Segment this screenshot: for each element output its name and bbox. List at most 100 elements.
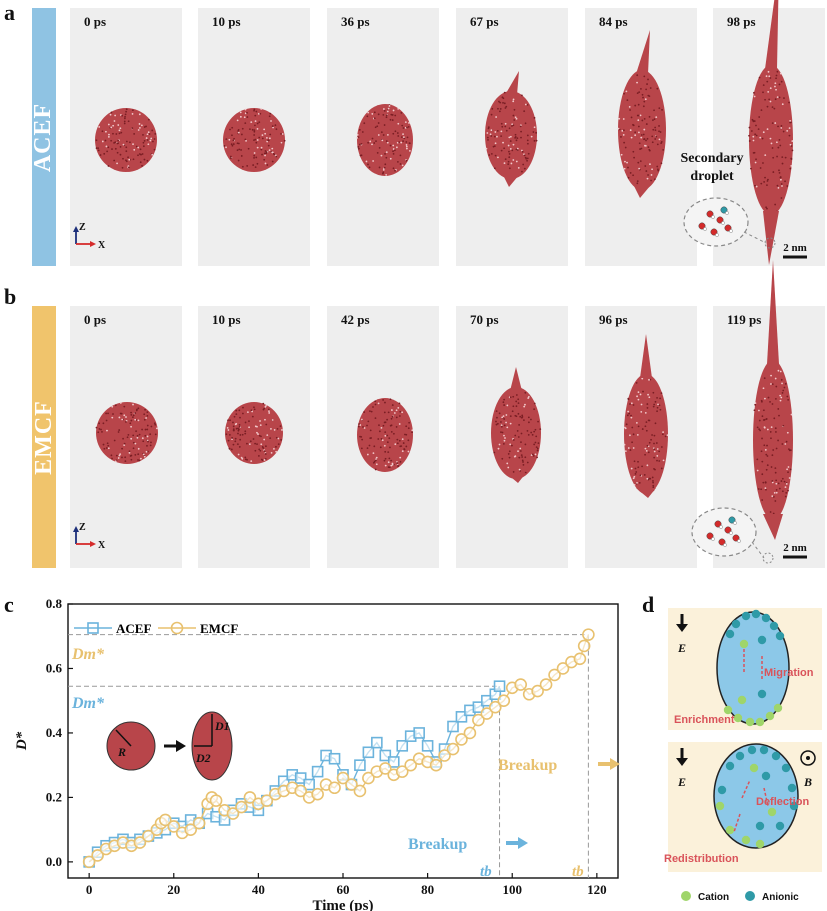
- secondary-droplet-callout-b: [691, 507, 774, 564]
- y-tick-label-2: 0.4: [46, 725, 63, 740]
- time-label-a-4: 84 ps: [599, 14, 628, 29]
- dm-emcf-label: Dm*: [71, 646, 105, 663]
- point-emcf-33: [345, 778, 358, 791]
- cation-d-top-ions-11: [745, 717, 755, 727]
- point-acef-27: [311, 765, 324, 778]
- point-emcf-35: [362, 771, 375, 785]
- y-tick-label-3: 0.6: [46, 660, 63, 675]
- anion-d-bottom-ions-5: [781, 763, 791, 773]
- breakup-acef-label: Breakup: [408, 836, 467, 853]
- point-emcf-34: [353, 784, 367, 798]
- cation-d-bottom-ions-16: [767, 807, 777, 817]
- cation-d-bottom-ions-13: [741, 835, 751, 845]
- anion-d-bottom-ions-7: [761, 771, 771, 781]
- droplet-b-1: [225, 402, 283, 464]
- anion-d-bottom-ions-0: [725, 761, 735, 771]
- cation-d-bottom-ions-9: [715, 801, 725, 811]
- point-emcf-40: [404, 758, 417, 772]
- panel-c-letter: c: [4, 592, 14, 617]
- point-acef-47: [481, 694, 493, 707]
- anion-d-bottom-ions-4: [771, 751, 781, 761]
- scale-bar-a: 2 nm: [783, 242, 807, 259]
- point-acef-46: [472, 701, 485, 713]
- anion-d-top-ions-1: [741, 611, 751, 621]
- scale-bar-b: 2 nm: [783, 542, 807, 559]
- point-emcf-47: [463, 726, 477, 740]
- anion-d-top-ions-7: [757, 635, 767, 645]
- time-label-a-1: 10 ps: [212, 14, 241, 29]
- legend-emcf: EMCF: [200, 621, 238, 636]
- point-emcf-11: [167, 820, 181, 833]
- time-label-b-3: 70 ps: [470, 312, 499, 327]
- axis-z-label-a: Z: [79, 222, 86, 233]
- point-emcf-44: [438, 749, 451, 762]
- point-emcf-60: [573, 652, 587, 666]
- point-acef-29: [328, 752, 341, 765]
- time-label-b-4: 96 ps: [599, 312, 628, 327]
- droplet-b-2: [357, 398, 414, 472]
- anion-d-bottom-ions-8: [717, 785, 727, 795]
- cation-d-top-ions-15: [737, 695, 747, 705]
- anion-d-top-ions-5: [775, 631, 785, 641]
- anion-d-bottom-ions-2: [747, 745, 757, 755]
- emcf-label-bar: EMCF: [31, 306, 57, 568]
- legend-acef: ACEF: [116, 621, 151, 636]
- point-emcf-13: [184, 823, 197, 836]
- point-emcf-48: [472, 713, 485, 727]
- d-migration-label: Migration: [764, 667, 814, 679]
- x-tick-label-3: 60: [337, 882, 350, 897]
- point-emcf-7: [142, 829, 155, 843]
- droplet-a-0: [95, 108, 157, 172]
- droplet-b-3: [491, 367, 542, 483]
- breakup-emcf-label: Breakup: [498, 757, 557, 774]
- time-label-b-5: 119 ps: [727, 312, 762, 327]
- shape-inset: R D1 D2: [106, 711, 233, 781]
- point-acef-37: [396, 740, 409, 752]
- y-tick-label-4: 0.8: [46, 596, 63, 611]
- axis-x-label-a: X: [98, 240, 106, 251]
- anion-d-bottom-ions-3: [759, 745, 769, 755]
- point-acef-39: [413, 727, 425, 739]
- axis-indicator-a: ZX: [73, 222, 106, 251]
- x-tick-label-5: 100: [502, 882, 522, 897]
- d-redistribution-label: Redistribution: [664, 853, 739, 865]
- point-acef-43: [447, 720, 459, 733]
- d-bottom-droplet: [713, 743, 799, 849]
- point-emcf-29: [311, 787, 324, 801]
- point-acef-44: [455, 711, 468, 723]
- cation-d-bottom-ions-6: [749, 763, 759, 773]
- droplet-b-4: [623, 334, 669, 498]
- anion-d-top-ions-4: [769, 621, 779, 631]
- point-emcf-46: [455, 733, 468, 746]
- x-axis-label: Time (ps): [313, 898, 374, 911]
- point-emcf-1: [91, 849, 104, 862]
- d-enrichment-label: Enrichment: [674, 714, 735, 726]
- point-emcf-51: [497, 694, 511, 708]
- time-label-a-2: 36 ps: [341, 14, 370, 29]
- point-emcf-23: [260, 794, 274, 807]
- point-emcf-17: [209, 794, 223, 807]
- point-acef-33: [362, 746, 375, 759]
- panel-b-letter: b: [4, 284, 17, 309]
- anion-legend-label: Anionic: [762, 892, 799, 903]
- time-label-b-1: 10 ps: [212, 312, 241, 327]
- legend-acef-marker: [87, 622, 99, 634]
- point-emcf-56: [539, 678, 553, 691]
- cation-legend-marker: [681, 891, 691, 901]
- y-tick-label-1: 0.2: [46, 789, 62, 804]
- point-acef-34: [371, 736, 383, 749]
- point-acef-40: [421, 740, 434, 752]
- x-tick-label-1: 20: [167, 882, 180, 897]
- point-emcf-10: [159, 813, 172, 827]
- point-acef-26: [303, 778, 315, 791]
- droplet-b-0: [95, 402, 158, 464]
- cation-d-bottom-ions-15: [725, 825, 735, 835]
- cation-d-top-ions-8: [739, 639, 749, 649]
- x-tick-label-2: 40: [252, 882, 265, 897]
- point-emcf-6: [133, 836, 147, 849]
- anion-d-top-ions-3: [761, 613, 771, 623]
- anion-d-top-ions-16: [757, 689, 767, 699]
- droplet-b-5: [753, 260, 793, 540]
- droplet-a-2: [356, 104, 413, 176]
